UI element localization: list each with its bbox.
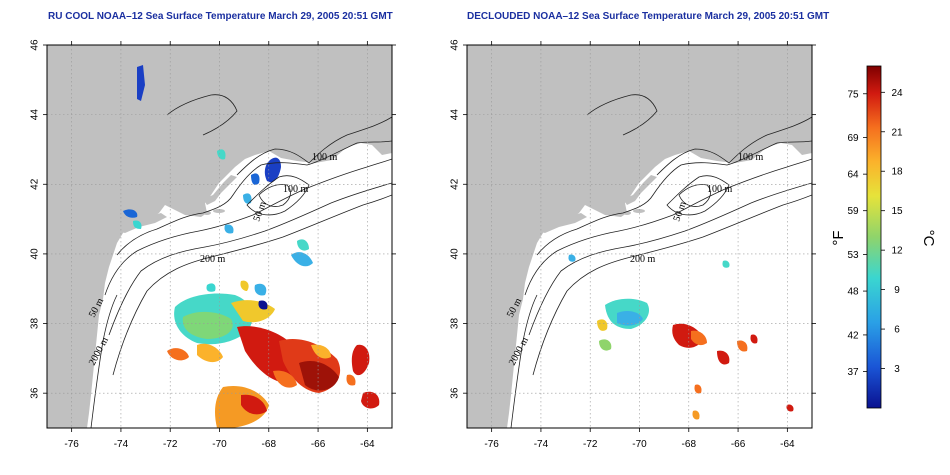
x-tick-label: -72 bbox=[163, 439, 178, 450]
left-panel-title: RU COOL NOAA–12 Sea Surface Temperature … bbox=[48, 11, 393, 22]
x-tick-label: -72 bbox=[583, 439, 598, 450]
x-tick-label: -64 bbox=[360, 439, 375, 450]
colorbar-celsius-label: 18 bbox=[891, 167, 903, 178]
x-tick-label: -70 bbox=[632, 439, 647, 450]
right-contour-label-200m: 200 m bbox=[630, 254, 656, 265]
colorbar-celsius-label: 21 bbox=[891, 127, 903, 138]
right-contour-label-100m-a: 100 m bbox=[738, 152, 764, 163]
x-tick-label: -70 bbox=[212, 439, 227, 450]
colorbar-celsius-label: 24 bbox=[891, 88, 903, 99]
colorbar-celsius-label: 9 bbox=[894, 285, 900, 296]
colorbar-celsius-label: 15 bbox=[891, 206, 903, 217]
colorbar-celsius-label: 3 bbox=[894, 364, 900, 375]
y-tick-label: 46 bbox=[450, 39, 461, 51]
colorbar-fahrenheit-label: 42 bbox=[847, 330, 859, 341]
y-tick-label: 42 bbox=[450, 178, 461, 190]
x-tick-label: -76 bbox=[64, 439, 79, 450]
colorbar-fahrenheit-label: 53 bbox=[847, 250, 859, 261]
colorbar-fahrenheit-label: 75 bbox=[847, 89, 859, 100]
y-tick-label: 44 bbox=[450, 109, 461, 121]
left-grid bbox=[47, 45, 392, 428]
right-grid bbox=[467, 45, 812, 428]
colorbar-gradient bbox=[866, 65, 882, 409]
x-tick-label: -66 bbox=[311, 439, 326, 450]
right-contour-label-100m-b: 100 m bbox=[707, 184, 733, 195]
x-tick-label: -66 bbox=[731, 439, 746, 450]
left-contour-label-100m-a: 100 m bbox=[312, 152, 338, 163]
colorbar: 24 21 18 15 12 9 6 3 75 69 64 59 53 48 42 37 °F °C bbox=[830, 65, 937, 409]
x-tick-label: -68 bbox=[262, 439, 277, 450]
left-contour-label-100m-b: 100 m bbox=[283, 184, 309, 195]
colorbar-fahrenheit-label: 64 bbox=[847, 170, 859, 181]
x-tick-label: -74 bbox=[114, 439, 129, 450]
y-tick-label: 40 bbox=[450, 248, 461, 260]
y-tick-label: 46 bbox=[30, 39, 41, 51]
colorbar-fahrenheit-label: 48 bbox=[847, 287, 859, 298]
y-tick-label: 36 bbox=[450, 387, 461, 399]
colorbar-celsius-label: 12 bbox=[891, 246, 903, 257]
x-tick-label: -74 bbox=[534, 439, 549, 450]
x-tick-label: -76 bbox=[484, 439, 499, 450]
right-panel-title: DECLOUDED NOAA–12 Sea Surface Temperatur… bbox=[467, 11, 830, 22]
x-tick-label: -68 bbox=[682, 439, 697, 450]
colorbar-fahrenheit-label: 69 bbox=[847, 133, 859, 144]
colorbar-fahrenheit-label: 37 bbox=[847, 367, 859, 378]
colorbar-celsius-unit: °C bbox=[920, 230, 937, 247]
y-tick-label: 40 bbox=[30, 248, 41, 260]
x-tick-label: -64 bbox=[780, 439, 795, 450]
colorbar-celsius-label: 6 bbox=[894, 325, 900, 336]
y-tick-label: 38 bbox=[450, 318, 461, 330]
y-tick-label: 44 bbox=[30, 109, 41, 121]
y-tick-label: 38 bbox=[30, 318, 41, 330]
right-axis-ticks: -76 -74 -72 -70 -68 -66 -64 36 38 40 42 44 46 bbox=[450, 39, 816, 450]
colorbar-fahrenheit-label: 59 bbox=[847, 206, 859, 217]
left-contour-label-200m: 200 m bbox=[200, 254, 226, 265]
y-tick-label: 42 bbox=[30, 178, 41, 190]
y-tick-label: 36 bbox=[30, 387, 41, 399]
colorbar-ticks: 24 21 18 15 12 9 6 3 75 69 64 59 53 48 42 37 bbox=[847, 88, 903, 378]
left-axis-ticks: -76 -74 -72 -70 -68 -66 -64 36 38 40 42 44 46 bbox=[30, 39, 396, 450]
colorbar-fahrenheit-unit: °F bbox=[830, 230, 847, 245]
